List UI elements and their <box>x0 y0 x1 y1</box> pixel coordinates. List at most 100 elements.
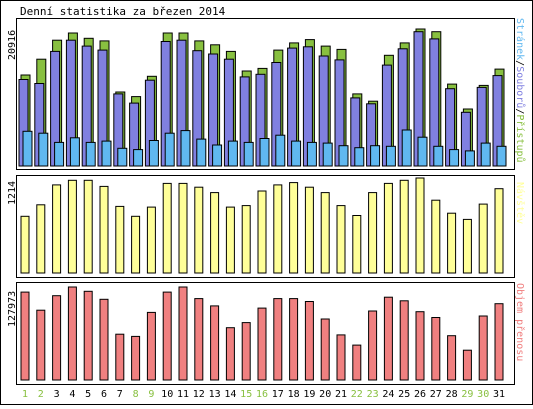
bar-visits-day-20 <box>320 192 330 274</box>
bar-volume-day-1 <box>20 291 30 381</box>
bar-visits-day-12 <box>194 186 204 274</box>
bar-stránek-day-3 <box>54 141 65 167</box>
bar-visits-day-9 <box>146 206 156 274</box>
bar-stránek-day-28 <box>449 149 460 167</box>
panel-visits-right-label: Návštěv <box>514 182 526 224</box>
x-tick-label-10: 10 <box>161 389 173 400</box>
bar-volume-day-19 <box>304 301 314 381</box>
bar-stránek-day-10 <box>164 132 175 167</box>
x-tick-label-27: 27 <box>430 389 442 400</box>
bar-stránek-day-31 <box>496 145 507 167</box>
bar-volume-day-7 <box>115 333 125 381</box>
bar-stránek-day-5 <box>85 141 96 167</box>
bar-visits-day-26 <box>415 177 425 274</box>
bar-visits-day-29 <box>462 218 472 274</box>
bar-stránek-day-8 <box>133 149 144 167</box>
bar-stránek-day-27 <box>433 145 444 167</box>
bar-volume-day-15 <box>241 322 251 381</box>
bar-visits-day-17 <box>273 184 283 274</box>
x-tick-label-7: 7 <box>117 389 123 400</box>
bar-visits-day-7 <box>115 205 125 274</box>
panel-hits-right-label: Stránek/Souborů/Přístupů <box>514 18 526 163</box>
bar-visits-day-10 <box>162 182 172 274</box>
x-tick-label-14: 14 <box>224 389 236 400</box>
bar-stránek-day-30 <box>480 142 491 167</box>
bar-volume-day-29 <box>462 349 472 381</box>
bar-volume-day-10 <box>162 291 172 381</box>
bar-volume-day-11 <box>178 286 188 381</box>
x-tick-label-4: 4 <box>69 389 75 400</box>
bar-visits-day-6 <box>99 185 109 274</box>
bar-visits-day-30 <box>478 203 488 274</box>
bar-visits-day-1 <box>20 215 30 274</box>
bar-visits-day-5 <box>83 179 93 274</box>
bar-visits-day-19 <box>304 186 314 274</box>
bar-stránek-day-21 <box>338 145 349 167</box>
panel-volume-right-label: Objem přenosu <box>514 283 526 361</box>
chart-title: Denní statistika za březen 2014 <box>20 5 226 18</box>
bar-stránek-day-25 <box>401 129 412 167</box>
bar-visits-day-27 <box>431 199 441 274</box>
bar-volume-day-26 <box>415 311 425 381</box>
bar-volume-day-22 <box>352 344 362 381</box>
x-tick-label-1: 1 <box>22 389 28 400</box>
x-tick-label-21: 21 <box>335 389 347 400</box>
x-axis-day-labels: 1 2 3 4 5 6 7 8 9 10 11 12 13 14 15 16 17 18 19 20 21 22 23 24 2… <box>22 389 505 400</box>
bar-visits-day-25 <box>399 179 409 274</box>
bar-visits-day-24 <box>383 182 393 274</box>
panel-volume-bars <box>20 286 504 381</box>
bar-volume-day-21 <box>336 334 346 381</box>
bar-volume-day-13 <box>210 305 220 381</box>
bar-stránek-day-12 <box>196 138 207 167</box>
x-tick-label-28: 28 <box>446 389 458 400</box>
panel-hits-bars <box>18 28 507 167</box>
bar-stránek-day-22 <box>354 147 365 167</box>
bar-stránek-day-4 <box>69 137 80 167</box>
bar-volume-day-9 <box>146 311 156 381</box>
bar-stránek-day-23 <box>370 145 381 167</box>
x-tick-label-24: 24 <box>382 389 394 400</box>
x-tick-label-26: 26 <box>414 389 426 400</box>
bar-stránek-day-26 <box>417 136 428 167</box>
legend-separator-2: / <box>514 108 525 114</box>
x-tick-label-25: 25 <box>398 389 410 400</box>
panel-hits-ymax-label: 20916 <box>7 30 18 60</box>
bar-volume-day-24 <box>383 296 393 381</box>
bar-volume-day-3 <box>52 295 62 381</box>
bar-volume-day-27 <box>431 317 441 381</box>
bar-volume-day-18 <box>289 298 299 381</box>
bar-visits-day-18 <box>289 182 299 274</box>
bar-stránek-day-15 <box>243 141 254 167</box>
x-tick-label-16: 16 <box>256 389 268 400</box>
bar-visits-day-3 <box>52 184 62 274</box>
bar-volume-day-25 <box>399 300 409 381</box>
bar-visits-day-21 <box>336 205 346 274</box>
bar-volume-day-6 <box>99 298 109 381</box>
bar-volume-day-4 <box>67 286 77 381</box>
bar-volume-day-20 <box>320 318 330 381</box>
x-tick-label-19: 19 <box>303 389 315 400</box>
x-tick-label-13: 13 <box>209 389 221 400</box>
bar-visits-day-14 <box>225 206 235 274</box>
bar-stránek-day-6 <box>101 140 112 167</box>
bar-volume-day-30 <box>478 315 488 381</box>
x-tick-label-6: 6 <box>101 389 107 400</box>
bar-stránek-day-1 <box>22 130 33 167</box>
bar-volume-day-31 <box>494 303 504 381</box>
x-tick-label-22: 22 <box>351 389 363 400</box>
x-tick-label-23: 23 <box>367 389 379 400</box>
bar-volume-day-16 <box>257 307 267 381</box>
bar-visits-day-23 <box>368 192 378 274</box>
bar-volume-day-28 <box>447 335 457 381</box>
bar-stránek-day-18 <box>291 140 302 167</box>
legend-separator-1: / <box>514 60 525 66</box>
panel-visits-bars <box>20 177 504 274</box>
bar-stránek-day-13 <box>212 144 223 167</box>
bar-stránek-day-9 <box>148 140 159 167</box>
bar-visits-day-15 <box>241 205 251 274</box>
x-tick-label-8: 8 <box>133 389 139 400</box>
bar-visits-day-16 <box>257 190 267 274</box>
bar-stránek-day-14 <box>227 140 238 167</box>
